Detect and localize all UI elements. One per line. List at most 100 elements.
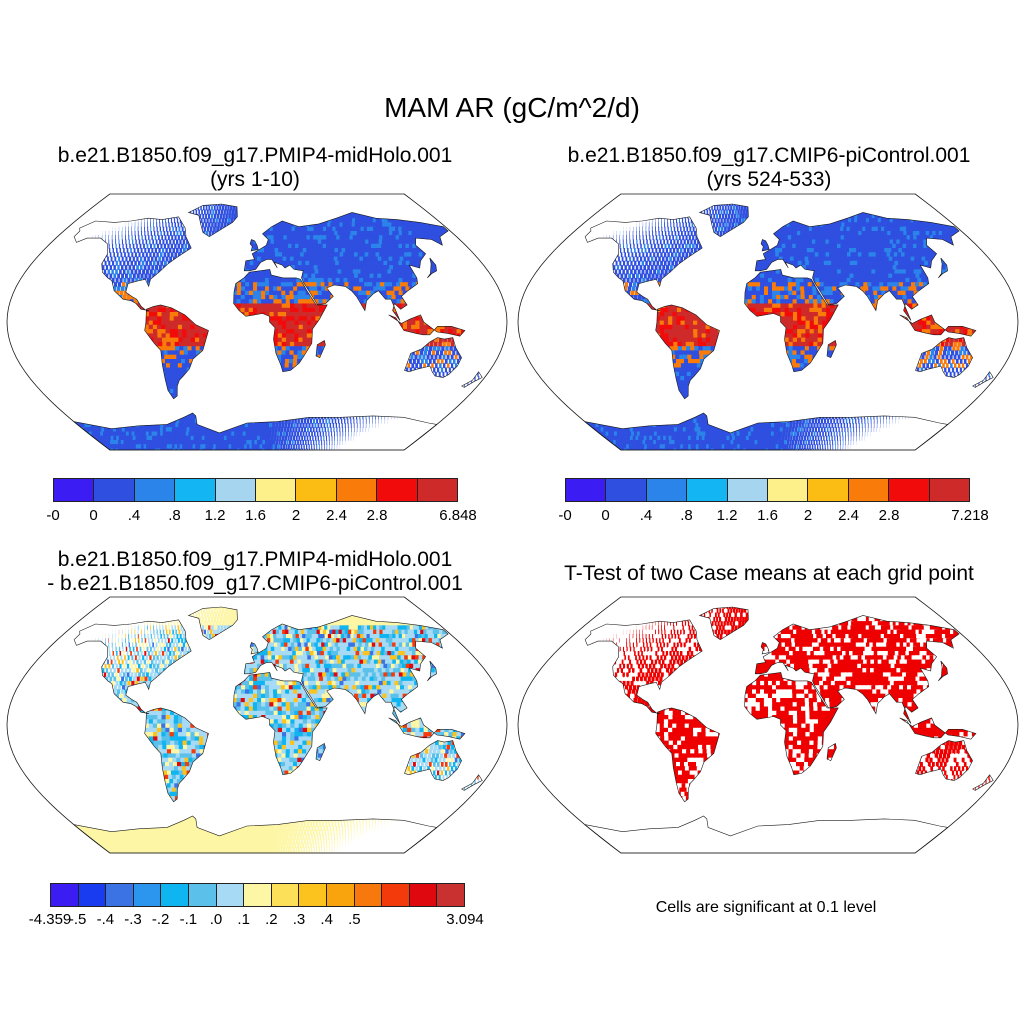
colorbar-tick-label: 3.094 bbox=[446, 911, 484, 928]
colorbar-tick-label: 2 bbox=[804, 507, 812, 524]
colorbar-swatch bbox=[78, 884, 107, 906]
coastline-nz bbox=[461, 371, 483, 388]
coastline-greenland bbox=[187, 203, 238, 238]
coastline-africa bbox=[233, 672, 328, 776]
colorbar-swatch bbox=[133, 884, 162, 906]
coastline-madagascar bbox=[826, 743, 837, 761]
colorbar-swatch bbox=[216, 884, 245, 906]
map-boundary bbox=[6, 193, 508, 451]
panel-3-colorbar-labels: -4.359 -.5 -.4 -.3 -.2 -.1 .0 .1 .2 .3 .4 .5 3.094 bbox=[29, 911, 484, 931]
colorbar-swatch bbox=[808, 479, 849, 501]
coastline-eurasia bbox=[243, 615, 449, 724]
colorbar-swatch bbox=[296, 479, 337, 501]
coastline-uk bbox=[760, 239, 770, 252]
coastline-eurasia bbox=[754, 212, 960, 321]
land-field bbox=[73, 607, 483, 853]
panel-4-map bbox=[517, 596, 1019, 854]
map-boundary bbox=[517, 596, 1019, 854]
colorbar-swatch bbox=[354, 884, 383, 906]
panel-1-colorbar-labels: -0 0 .4 .8 1.2 1.6 2 2.4 2.8 6.848 bbox=[46, 507, 476, 527]
colorbar-tick-label: .2 bbox=[265, 911, 278, 928]
panel-1-map bbox=[6, 193, 508, 451]
coastline-greenland bbox=[698, 606, 749, 641]
colorbar-swatch bbox=[848, 479, 890, 501]
coastline-australia bbox=[404, 337, 462, 378]
coastline-australia bbox=[915, 337, 973, 378]
colorbar-tick-label: .0 bbox=[210, 911, 223, 928]
coastline-southAmerica bbox=[144, 304, 209, 400]
colorbar-swatch bbox=[646, 479, 688, 501]
colorbar-tick-label: -.5 bbox=[69, 911, 87, 928]
colorbar-tick-label: .4 bbox=[320, 911, 333, 928]
colorbar-swatch bbox=[382, 884, 410, 906]
coastline-africa bbox=[233, 269, 328, 373]
colorbar-swatch bbox=[437, 884, 464, 906]
coastline-indonesia bbox=[388, 314, 466, 337]
colorbar-swatch bbox=[299, 884, 327, 906]
coastline-japan bbox=[427, 257, 437, 279]
coastline-japan bbox=[938, 660, 948, 682]
coastline-northAmerica bbox=[73, 619, 192, 714]
coastline-greenland bbox=[698, 203, 749, 238]
colorbar-swatch bbox=[94, 479, 135, 501]
colorbar-swatch bbox=[271, 884, 300, 906]
colorbar-tick-label: .5 bbox=[348, 911, 361, 928]
colorbar-swatch bbox=[188, 884, 217, 906]
coastline-japan bbox=[427, 660, 437, 682]
land-field bbox=[584, 204, 994, 450]
colorbar-swatch bbox=[768, 479, 809, 501]
coastline-nz bbox=[461, 774, 483, 791]
coastline-eurasia bbox=[754, 615, 960, 724]
panel-1-title-line1: b.e21.B1850.f09_g17.PMIP4-midHolo.001 bbox=[30, 144, 480, 168]
panel-1-title-line2: (yrs 1-10) bbox=[30, 168, 480, 192]
panel-2-title-line2: (yrs 524-533) bbox=[544, 168, 994, 192]
colorbar-tick-label: .3 bbox=[293, 911, 306, 928]
coastline-northAmerica bbox=[584, 216, 703, 311]
coastline-madagascar bbox=[315, 340, 326, 358]
colorbar-swatch bbox=[727, 479, 769, 501]
colorbar-tick-label: 1.2 bbox=[205, 507, 226, 524]
coastline-northAmerica bbox=[584, 619, 703, 714]
coastline-nz bbox=[972, 371, 994, 388]
colorbar-tick-label: -0 bbox=[46, 507, 59, 524]
colorbar-tick-label: .1 bbox=[237, 911, 250, 928]
colorbar-tick-label: 2.8 bbox=[367, 507, 388, 524]
coastline-eurasia bbox=[243, 212, 449, 321]
coastline-australia bbox=[915, 740, 973, 781]
colorbar-swatch bbox=[336, 479, 378, 501]
colorbar-tick-label: -0 bbox=[558, 507, 571, 524]
colorbar-tick-label: 1.6 bbox=[757, 507, 778, 524]
colorbar-tick-label: -.2 bbox=[152, 911, 170, 928]
colorbar-tick-label: 7.218 bbox=[951, 507, 989, 524]
panel-3-title-line1: b.e21.B1850.f09_g17.PMIP4-midHolo.001 bbox=[30, 548, 480, 572]
map-boundary bbox=[517, 193, 1019, 451]
panel-3-colorbar bbox=[50, 883, 465, 907]
coastline-africa bbox=[744, 269, 839, 373]
coastline-antarctica bbox=[584, 412, 949, 451]
colorbar-tick-label: .4 bbox=[128, 507, 141, 524]
coastline-antarctica bbox=[584, 815, 949, 854]
panel-2-colorbar bbox=[565, 478, 970, 502]
coastline-antarctica bbox=[73, 412, 438, 451]
colorbar-swatch bbox=[244, 884, 272, 906]
colorbar-tick-label: -.4 bbox=[97, 911, 115, 928]
panel-2-title: b.e21.B1850.f09_g17.CMIP6-piControl.001 … bbox=[544, 144, 994, 192]
colorbar-tick-label: 1.2 bbox=[717, 507, 738, 524]
colorbar-tick-label: -4.359 bbox=[29, 911, 72, 928]
coastline-northAmerica bbox=[73, 216, 192, 311]
colorbar-swatch bbox=[566, 479, 607, 501]
figure-title: MAM AR (gC/m^2/d) bbox=[0, 92, 1024, 124]
significance-note: Cells are significant at 0.1 level bbox=[556, 899, 976, 917]
coastline-africa bbox=[744, 672, 839, 776]
panel-3-map bbox=[6, 596, 508, 854]
panel-1-colorbar bbox=[53, 478, 458, 502]
colorbar-tick-label: 2 bbox=[292, 507, 300, 524]
colorbar-tick-label: .8 bbox=[680, 507, 693, 524]
colorbar-swatch bbox=[377, 479, 418, 501]
panel-1-title: b.e21.B1850.f09_g17.PMIP4-midHolo.001 (y… bbox=[30, 144, 480, 192]
coastline-madagascar bbox=[315, 743, 326, 761]
coastline-southAmerica bbox=[144, 707, 209, 803]
panel-4-title: T-Test of two Case means at each grid po… bbox=[524, 562, 1014, 586]
colorbar-tick-label: 2.8 bbox=[879, 507, 900, 524]
colorbar-swatch bbox=[215, 479, 257, 501]
